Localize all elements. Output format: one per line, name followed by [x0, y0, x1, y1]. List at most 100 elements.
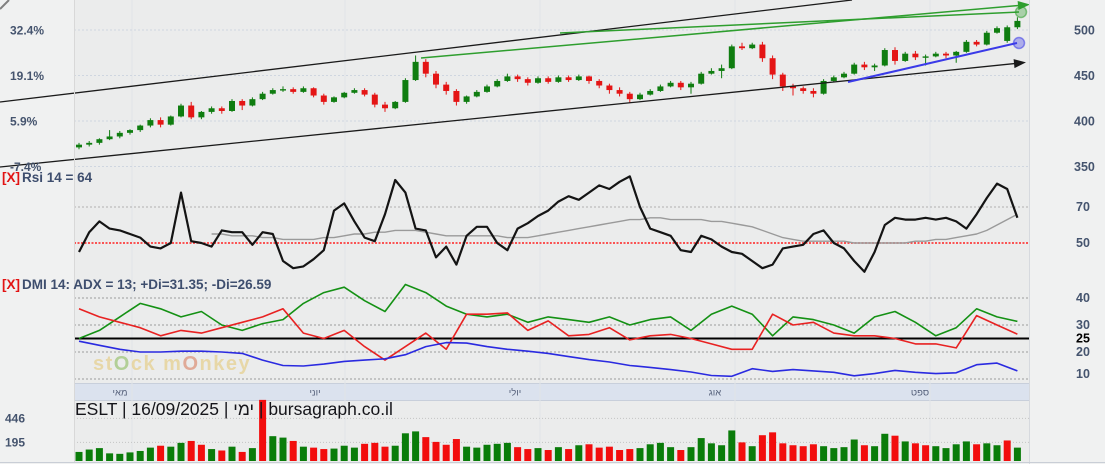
- candle: [310, 88, 317, 96]
- trendline-blue[interactable]: [847, 42, 1018, 83]
- svg-text:450: 450: [1074, 69, 1095, 83]
- volume-bar: [881, 433, 889, 461]
- candle: [86, 142, 93, 145]
- svg-text:446: 446: [5, 411, 25, 425]
- candle: [463, 96, 470, 102]
- candle: [841, 73, 847, 78]
- candle: [371, 94, 378, 105]
- candle: [810, 90, 817, 94]
- volume-bar: [871, 446, 879, 461]
- volume-bar: [942, 448, 950, 461]
- month-separator-lines: [131, 0, 931, 462]
- volume-bar: [238, 451, 246, 461]
- candle: [1014, 20, 1021, 28]
- candle: [851, 64, 858, 74]
- volume-bar: [789, 445, 797, 461]
- candle: [698, 73, 705, 84]
- volume-bar: [830, 448, 838, 461]
- svg-text:70: 70: [1076, 200, 1090, 214]
- corner-mark[interactable]: [0, 0, 10, 10]
- candle: [596, 80, 603, 86]
- volume-bar: [646, 444, 654, 461]
- volume-bar: [371, 442, 379, 461]
- volume-bar: [1003, 440, 1011, 461]
- candle: [943, 53, 949, 56]
- candle: [759, 44, 766, 59]
- volume-bar: [962, 441, 970, 461]
- candle: [749, 44, 756, 49]
- trendline-green-upper[interactable]: [420, 4, 1025, 59]
- candle: [259, 93, 266, 100]
- dmi-label-text: DMI 14: ADX = 13; +Di=31.35; -Di=26.59: [22, 277, 272, 292]
- candle: [524, 79, 531, 83]
- dmi-panel: [78, 283, 1018, 378]
- volume-bar: [687, 447, 695, 461]
- volume-bar: [697, 438, 705, 461]
- month-label: ספט: [911, 388, 929, 399]
- volume-bar: [973, 444, 981, 461]
- volume-bar: [534, 448, 542, 461]
- volume-bar: [330, 448, 338, 461]
- candle: [188, 105, 195, 118]
- rsi-label-text: Rsi 14 = 64: [22, 170, 93, 185]
- candle: [912, 53, 919, 58]
- volume-bar: [228, 446, 236, 461]
- candle: [96, 139, 103, 143]
- trendline-green-lower[interactable]: [559, 11, 1020, 34]
- volume-bar: [350, 447, 358, 461]
- volume-bar: [106, 453, 114, 461]
- volume-bar: [616, 450, 624, 461]
- watermark-o-green: O: [113, 353, 131, 375]
- candle: [616, 90, 623, 94]
- volume-bar: [208, 449, 216, 461]
- trend-channel-upper[interactable]: [0, 0, 853, 103]
- axis-labels: 32.4%19.1%5.9%-7.4%500450400350705040302…: [5, 24, 1095, 450]
- svg-text:195: 195: [5, 435, 25, 449]
- candle: [76, 144, 82, 148]
- candle: [341, 92, 348, 98]
- candle: [718, 68, 725, 71]
- svg-text:30: 30: [1076, 318, 1090, 332]
- candle: [779, 74, 786, 87]
- candle: [545, 78, 552, 82]
- svg-text:5.9%: 5.9%: [10, 115, 38, 129]
- volume-bar: [799, 446, 807, 461]
- volume-bar: [544, 450, 552, 461]
- volume-bars: [75, 399, 1021, 461]
- candle: [504, 76, 511, 81]
- volume-bar: [524, 449, 532, 461]
- dmi-close-button[interactable]: [X]: [2, 277, 20, 292]
- volume-bar: [218, 450, 226, 461]
- volume-bar: [493, 443, 501, 461]
- candle: [667, 82, 674, 87]
- candle: [902, 53, 909, 61]
- candle: [106, 136, 113, 140]
- volume-bar: [167, 446, 175, 461]
- candle: [116, 132, 123, 137]
- candle: [269, 90, 276, 94]
- volume-bar: [391, 445, 399, 461]
- trendline-blue-handle[interactable]: [1012, 36, 1026, 50]
- dmi-line-minusdi: [78, 307, 1018, 361]
- volume-bar: [809, 444, 817, 461]
- candlesticks: [76, 17, 1021, 150]
- rsi-close-button[interactable]: [X]: [2, 170, 20, 185]
- trendline-green-lower-handle[interactable]: [1014, 5, 1028, 19]
- volume-bar: [554, 447, 562, 461]
- svg-text:350: 350: [1074, 160, 1095, 174]
- volume-bar: [116, 453, 124, 461]
- volume-bar: [248, 448, 256, 461]
- trend-annotations[interactable]: [0, 0, 1030, 168]
- volume-bar: [993, 445, 1001, 461]
- dmi-line-plusdi: [78, 283, 1018, 340]
- candle: [728, 46, 735, 69]
- volume-bar: [412, 431, 420, 461]
- volume-bar: [911, 443, 919, 461]
- volume-bar: [126, 452, 134, 461]
- candle: [820, 80, 827, 94]
- candle: [137, 125, 144, 131]
- candle: [249, 99, 256, 106]
- watermark-o-red: O: [182, 353, 200, 375]
- volume-bar: [483, 444, 491, 461]
- trend-channel-lower[interactable]: [0, 62, 1021, 168]
